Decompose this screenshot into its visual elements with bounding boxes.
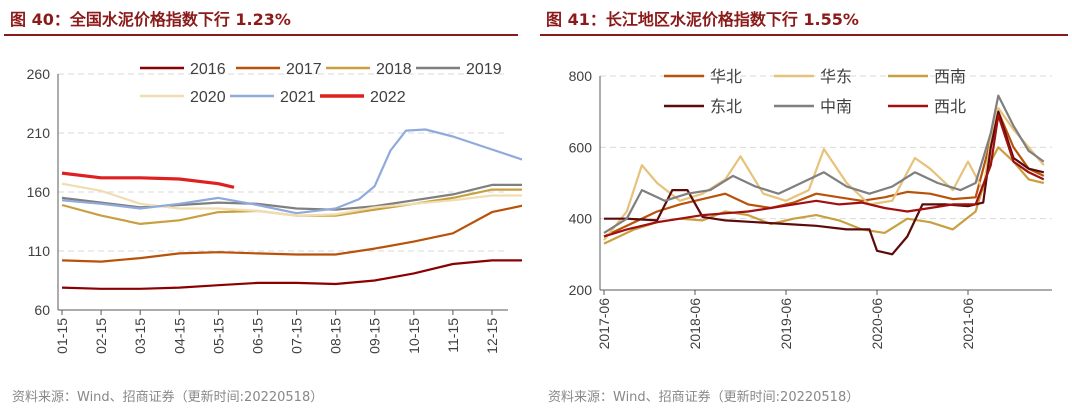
legend-label: 2017 <box>286 61 322 78</box>
series-line-2022 <box>61 171 235 189</box>
chart-title: 图 40：全国水泥价格指数下行 1.23% <box>10 10 291 29</box>
x-tick-label: 05-15 <box>210 318 226 354</box>
legend-label: 华东 <box>820 68 852 86</box>
series-line-2016 <box>61 259 522 290</box>
legend-label: 2019 <box>466 61 502 78</box>
x-tick-label: 12-15 <box>484 318 500 354</box>
legend-label: 2020 <box>190 89 226 106</box>
legend-label: 东北 <box>710 98 742 116</box>
x-tick-label: 10-15 <box>406 318 422 354</box>
x-tick-label: 2017-06 <box>596 298 612 350</box>
y-tick-label: 200 <box>569 282 593 298</box>
y-tick-label: 210 <box>27 125 51 141</box>
y-tick-label: 400 <box>569 211 593 227</box>
left-chart-panel: 图 40：全国水泥价格指数下行 1.23% 60 110 160 210 260 01-1… <box>0 0 522 411</box>
legend-label: 2018 <box>376 61 412 78</box>
series-line-东北 <box>604 110 1045 256</box>
series-line-2017 <box>61 204 522 263</box>
legend-label: 西南 <box>934 68 966 86</box>
legend-label: 华北 <box>710 68 742 86</box>
y-tick-label: 800 <box>569 68 593 84</box>
y-tick-label: 60 <box>34 302 50 318</box>
x-tick-label: 2019-06 <box>778 298 794 350</box>
series-line-2021 <box>61 128 522 215</box>
x-tick-label: 09-15 <box>367 318 383 354</box>
series-line-西南 <box>603 146 1045 245</box>
chart-title: 图 41：长江地区水泥价格指数下行 1.55% <box>546 10 859 29</box>
x-tick-label: 02-15 <box>93 318 109 354</box>
x-tick-label: 07-15 <box>289 318 305 354</box>
y-tick-label: 600 <box>569 139 593 155</box>
x-tick-label: 06-15 <box>249 318 265 354</box>
series-line-西北 <box>603 114 1045 238</box>
line-chart-yangtze: 200 400 600 800 2017-06 2018-06 2019-06 2020-06… <box>569 68 1052 350</box>
legend-label: 西北 <box>934 98 966 116</box>
right-chart-panel: 图 41：长江地区水泥价格指数下行 1.55% 200 400 600 800 2017… <box>536 0 1072 411</box>
legend-label: 中南 <box>820 98 852 116</box>
y-tick-label: 110 <box>28 243 51 259</box>
series-line-2019 <box>61 183 522 211</box>
y-tick-label: 260 <box>27 66 51 82</box>
source-note: 资料来源：Wind、招商证券（更新时间:20220518） <box>548 390 860 405</box>
x-tick-label: 11-15 <box>445 318 461 353</box>
series-line-2020 <box>61 182 522 217</box>
legend-label: 2016 <box>190 61 226 78</box>
y-tick-label: 160 <box>27 184 51 200</box>
legend-label: 2022 <box>370 89 406 106</box>
series-line-华东 <box>603 106 1045 241</box>
x-tick-label: 01-15 <box>54 318 70 354</box>
x-tick-label: 2021-06 <box>960 298 976 350</box>
source-note: 资料来源：Wind、招商证券（更新时间:20220518） <box>12 390 324 405</box>
title-rule <box>4 34 518 36</box>
x-tick-label: 04-15 <box>171 318 187 354</box>
x-tick-label: 2018-06 <box>687 298 703 350</box>
x-tick-label: 08-15 <box>328 318 344 354</box>
line-chart-national: 60 110 160 210 260 01-15 02-15 03-15 04-15 05-15 0… <box>27 61 522 354</box>
x-tick-label: 03-15 <box>132 318 148 354</box>
legend-label: 2021 <box>280 89 316 106</box>
series-line-中南 <box>603 94 1045 234</box>
x-tick-label: 2020-06 <box>869 298 885 350</box>
title-rule <box>540 34 1068 36</box>
